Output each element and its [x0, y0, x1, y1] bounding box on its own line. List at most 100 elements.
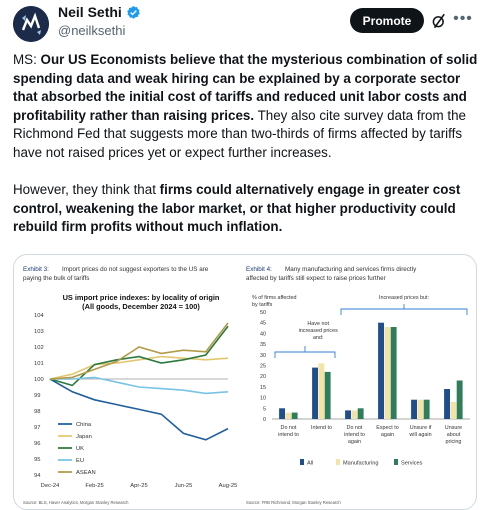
- legend-label-eu: EU: [76, 458, 84, 464]
- bar-category-label: about: [447, 432, 461, 438]
- exhibits-figure: Exhibit 3: Import prices do not suggest …: [23, 266, 470, 505]
- bar-services: [456, 380, 463, 419]
- bar-manufacturing: [351, 410, 358, 419]
- bar-category-label: Unsure if: [410, 425, 432, 431]
- bar-services: [291, 412, 298, 419]
- y-tick-label: 95: [34, 457, 40, 463]
- legend-label-japan: Japan: [76, 434, 92, 440]
- y-tick-label: 99: [34, 393, 40, 399]
- series-line-asean: [49, 322, 229, 380]
- bar-y-tick-label: 5: [263, 406, 266, 412]
- bar-category-label: again: [348, 439, 361, 445]
- legend-label-china: China: [76, 422, 92, 428]
- x-tick-label: Feb-25: [85, 483, 103, 489]
- bar-manufacturing: [285, 412, 292, 419]
- y-tick-label: 101: [34, 361, 44, 367]
- bar-y-tick-label: 30: [260, 353, 266, 359]
- bar-category-label: will again: [408, 432, 431, 438]
- bar-y-tick-label: 25: [260, 364, 266, 370]
- bar-category-label: again: [381, 432, 394, 438]
- bar-legend-label-services: Services: [401, 461, 423, 467]
- y-tick-label: 96: [34, 441, 40, 447]
- y-tick-label: 100: [34, 377, 44, 383]
- post-p2-lead: However, they think that: [13, 182, 160, 198]
- promote-button[interactable]: Promote: [350, 8, 424, 33]
- author-handle[interactable]: @neilksethi: [58, 23, 126, 38]
- exhibit4-caption-num: Exhibit 4:: [246, 266, 272, 273]
- bar-y-tick-label: 0: [263, 417, 266, 423]
- exhibit3-caption-num: Exhibit 3:: [23, 266, 49, 273]
- line-chart-title: US import price indexes: by locality of …: [63, 293, 220, 302]
- bar-services: [324, 371, 331, 419]
- bar-manufacturing: [450, 401, 457, 419]
- bar-y-tick-label: 35: [260, 342, 266, 348]
- bar-y-tick-label: 15: [260, 385, 266, 391]
- bar-services: [423, 399, 430, 419]
- bar-category-label: Expect to: [376, 425, 398, 431]
- bar-legend-swatch-services: [394, 459, 398, 465]
- bar-y-tick-label: 10: [260, 396, 266, 402]
- line-chart-import-prices: US import price indexes: by locality of …: [34, 293, 237, 489]
- legend-label-asean: ASEAN: [76, 470, 96, 476]
- exhibit4-caption-line2: affected by tariffs still expect to rais…: [246, 275, 386, 282]
- exhibit4-source: Source: FRB Richmond, Morgan Stanley Res…: [246, 500, 341, 505]
- bar-services: [390, 327, 397, 419]
- line-chart-subtitle: (All goods, December 2024 = 100): [82, 302, 200, 311]
- exhibit4-caption-line1: Many manufacturing and services firms di…: [285, 266, 417, 273]
- y-tick-label: 103: [34, 329, 44, 335]
- bar-legend-label-manufacturing: Manufacturing: [343, 461, 378, 467]
- exhibit3-caption-line2: paying the bulk of tariffs: [23, 275, 89, 282]
- group-bracket-not-increased: [274, 351, 336, 358]
- bar-all: [411, 399, 417, 419]
- exhibit3-caption-line1: Import prices do not suggest exporters t…: [62, 266, 209, 273]
- bar-y-tick-label: 20: [260, 374, 266, 380]
- bar-category-label: intend to: [278, 432, 299, 438]
- bar-all: [312, 367, 318, 419]
- bar-y-tick-label: 50: [260, 310, 266, 316]
- bar-ylabel-line2: by tariffs: [252, 302, 273, 308]
- bar-all: [345, 410, 351, 419]
- bar-category-label: Do not: [347, 425, 363, 431]
- post-image[interactable]: Exhibit 3: Import prices do not suggest …: [13, 254, 477, 510]
- avatar-logo-icon: [13, 6, 49, 42]
- bar-category-label: Intend to: [311, 425, 332, 431]
- bar-category-label: Do not: [281, 425, 297, 431]
- grok-slash-icon[interactable]: [430, 12, 448, 30]
- bar-all: [279, 408, 285, 419]
- bar-y-tick-label: 45: [260, 321, 266, 327]
- author-name[interactable]: Neil Sethi: [58, 4, 122, 20]
- post-text: MS: Our US Economists believe that the m…: [13, 51, 479, 237]
- post-header: Neil Sethi @neilksethi Promote •••: [0, 0, 487, 52]
- y-tick-label: 102: [34, 345, 44, 351]
- x-tick-label: Aug-25: [219, 483, 238, 489]
- x-tick-label: Jun-25: [175, 483, 193, 489]
- x-tick-label: Apr-25: [130, 483, 147, 489]
- x-tick-label: Dec-24: [41, 483, 60, 489]
- verified-badge-icon: [126, 5, 140, 19]
- group-label-not-increased: Have not: [307, 321, 329, 327]
- group-bracket-increased: [340, 308, 468, 315]
- post-p2-bold: firms could alternatively engage in grea…: [13, 182, 461, 235]
- group-label-not-increased: and:: [313, 335, 324, 341]
- legend-label-uk: UK: [76, 446, 84, 452]
- series-line-china: [49, 378, 229, 441]
- bar-all: [378, 322, 384, 419]
- bar-category-label: Unsure: [445, 425, 462, 431]
- bar-services: [357, 408, 364, 419]
- bar-ylabel-line1: % of firms affected: [252, 295, 297, 301]
- post-paragraph-1: MS: Our US Economists believe that the m…: [13, 51, 479, 163]
- exhibit3-source: Source: BLS, Haver Analytics, Morgan Sta…: [23, 500, 129, 505]
- bar-category-label: pricing: [446, 439, 462, 445]
- author-name-row: Neil Sethi: [58, 4, 141, 20]
- group-label-not-increased: increased prices: [299, 328, 339, 334]
- avatar[interactable]: [13, 6, 49, 42]
- post-p1-bold: Our US Economists believe that the myste…: [13, 52, 478, 123]
- more-dots-icon[interactable]: •••: [453, 10, 473, 27]
- y-tick-label: 98: [34, 409, 40, 415]
- y-tick-label: 97: [34, 425, 40, 431]
- bar-manufacturing: [318, 363, 325, 419]
- series-line-japan: [49, 355, 229, 380]
- post-p1-rest: They also cite survey data from the Rich…: [13, 107, 466, 160]
- y-tick-label: 94: [34, 473, 41, 479]
